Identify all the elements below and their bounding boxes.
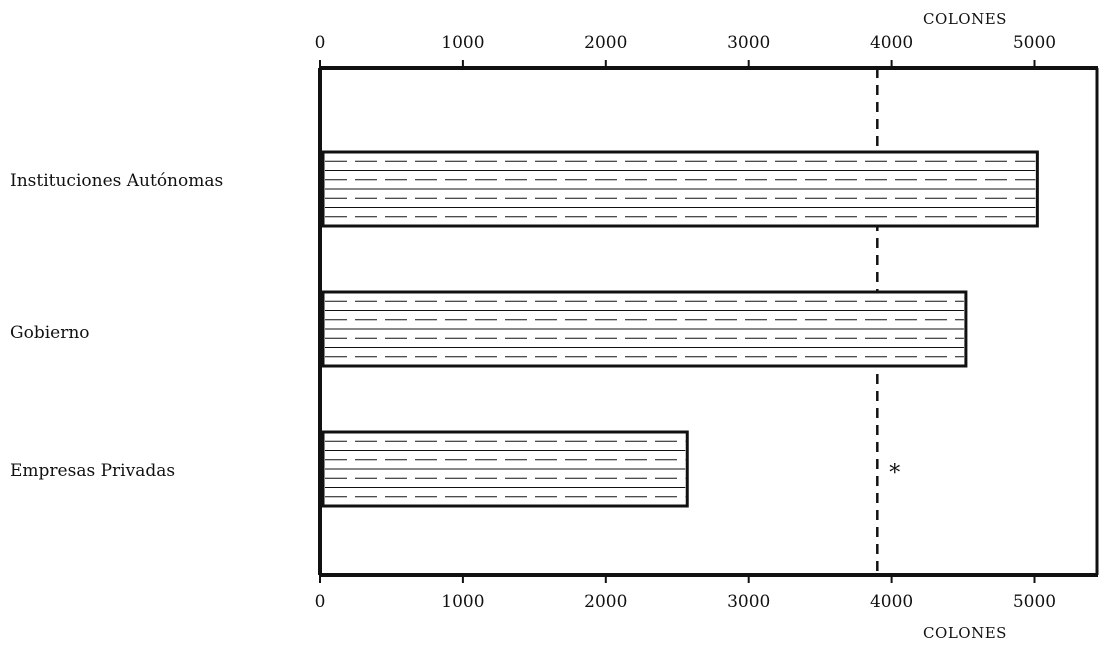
bar (321, 430, 689, 508)
bottom-tick-label: 1000 (441, 592, 484, 612)
top-tick-label: 0 (315, 33, 326, 53)
bar (321, 150, 1039, 228)
top-tick-label: 2000 (584, 33, 627, 53)
x-unit-label-top: COLONES (923, 10, 1007, 28)
category-label: Instituciones Autónomas (10, 171, 223, 191)
top-tick-label: 1000 (441, 33, 484, 53)
axes-layer (318, 60, 1099, 583)
reference-marker: * (889, 461, 900, 486)
bottom-tick-label: 3000 (727, 592, 770, 612)
labels-layer: 0 0 1000 1000 2000 2000 3000 3000 4000 4000 5000 50… (10, 10, 1056, 642)
bars-layer (321, 150, 1039, 508)
bottom-tick-label: 5000 (1013, 592, 1056, 612)
x-unit-label-bottom: COLONES (923, 624, 1007, 642)
bottom-tick-label: 2000 (584, 592, 627, 612)
bottom-tick-label: 4000 (870, 592, 913, 612)
top-tick-label: 5000 (1013, 33, 1056, 53)
category-label: Gobierno (10, 323, 90, 343)
top-tick-label: 4000 (870, 33, 913, 53)
top-tick-label: 3000 (727, 33, 770, 53)
bottom-tick-label: 0 (315, 592, 326, 612)
category-label: Empresas Privadas (10, 461, 175, 481)
bar (321, 290, 968, 368)
